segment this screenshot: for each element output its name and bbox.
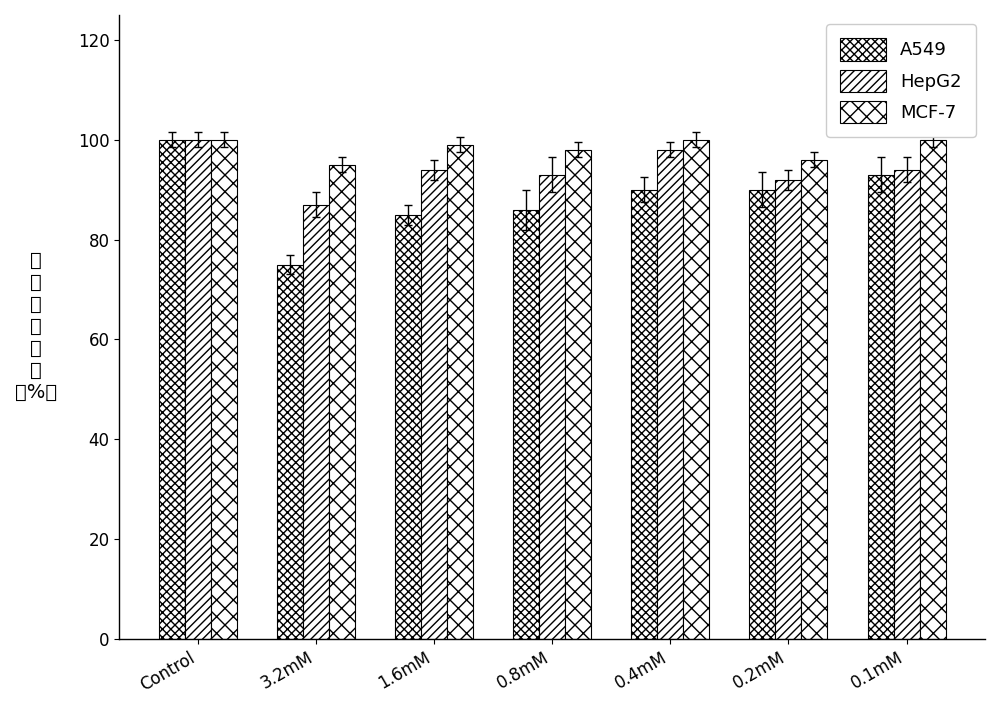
Bar <box>185 140 211 639</box>
Y-axis label: 相
对
细
胞
活
性
（%）: 相 对 细 胞 活 性 （%） <box>15 252 57 403</box>
Bar <box>447 145 473 639</box>
Bar <box>277 264 303 639</box>
Bar <box>801 160 827 639</box>
Bar <box>657 150 683 639</box>
Bar <box>868 174 894 639</box>
Bar <box>894 169 920 639</box>
Bar <box>539 174 565 639</box>
Bar <box>775 179 801 639</box>
Bar <box>421 169 447 639</box>
Bar <box>565 150 591 639</box>
Bar <box>920 140 946 639</box>
Bar <box>631 189 657 639</box>
Bar <box>329 164 355 639</box>
Legend: A549, HepG2, MCF-7: A549, HepG2, MCF-7 <box>826 24 976 137</box>
Bar <box>159 140 185 639</box>
Bar <box>211 140 237 639</box>
Bar <box>513 210 539 639</box>
Bar <box>303 205 329 639</box>
Bar <box>395 215 421 639</box>
Bar <box>749 189 775 639</box>
Bar <box>683 140 709 639</box>
